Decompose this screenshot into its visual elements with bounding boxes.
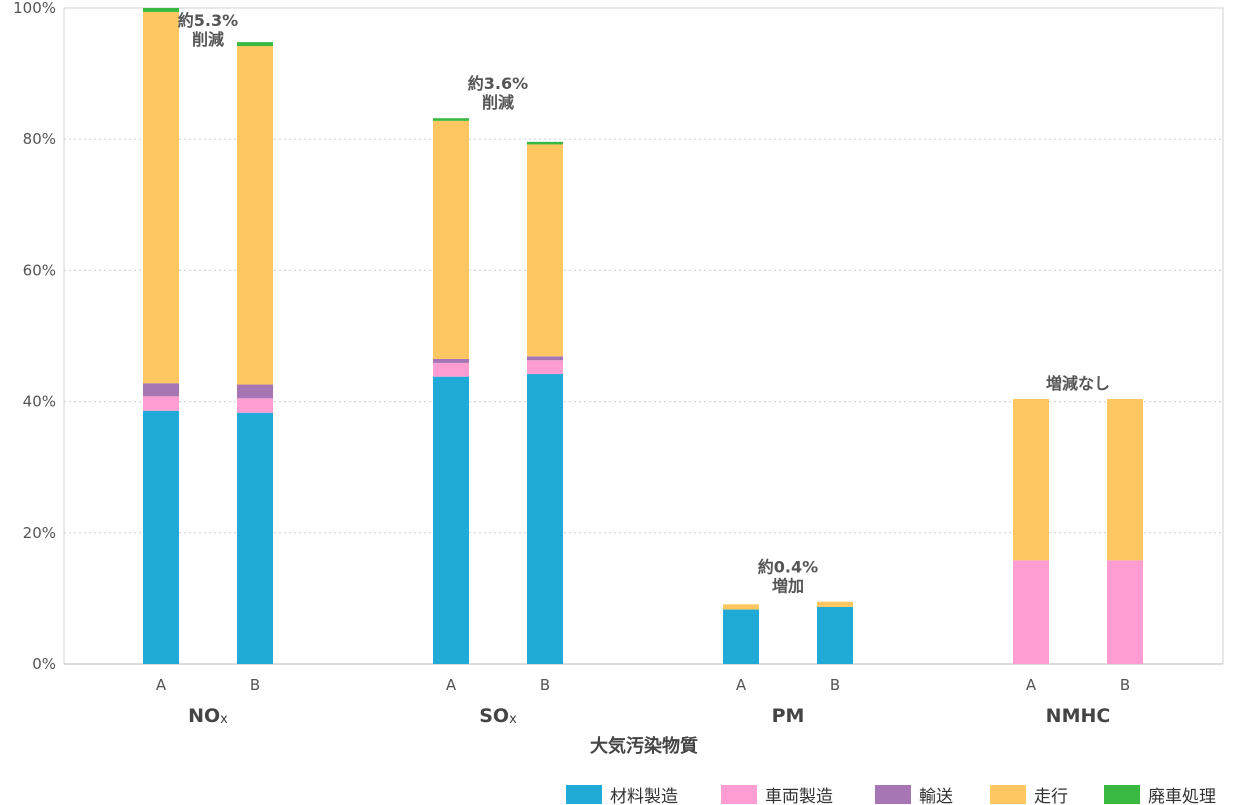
legend-swatch — [566, 785, 602, 804]
y-tick-label: 60% — [23, 261, 56, 279]
group-label: PM — [772, 705, 805, 727]
legend-swatch — [721, 785, 757, 804]
legend-label: 材料製造 — [610, 787, 678, 805]
bars — [143, 8, 1143, 664]
y-tick-label: 0% — [32, 655, 56, 673]
bar-label: B — [830, 676, 840, 694]
bar-segment — [237, 384, 273, 399]
annotation-text: 削減 — [482, 93, 514, 112]
bar-segment — [723, 604, 759, 610]
bar-label: B — [1120, 676, 1130, 694]
legend-label: 車両製造 — [765, 787, 833, 805]
legend-swatch — [875, 785, 911, 804]
annotation-text: 増加 — [772, 577, 804, 596]
bar-segment — [237, 398, 273, 413]
legend-item: 材料製造 — [566, 785, 678, 805]
bar-segment — [237, 412, 273, 664]
bar-segment — [527, 144, 563, 357]
bar-segment — [433, 120, 469, 359]
bar-segment — [1013, 398, 1049, 561]
y-axis-ticks: 0% 20% 40% 60% 80% 100% — [13, 0, 56, 673]
legend-label: 走行 — [1034, 787, 1068, 805]
annotation-text: 約3.6% — [468, 74, 528, 93]
bar-segment — [723, 609, 759, 664]
bar-segment — [143, 11, 179, 384]
group-label: SOx — [479, 705, 517, 727]
bar-segment — [817, 606, 853, 664]
legend-item: 廃車処理 — [1104, 785, 1216, 805]
bar-segment — [143, 8, 179, 12]
bar-segment — [433, 358, 469, 363]
group-labels: NOx SOx PM NMHC — [188, 705, 1110, 727]
legend-item: 輸送 — [875, 785, 953, 805]
bar-label: A — [156, 676, 167, 694]
bar-segment — [527, 360, 563, 375]
legend-item: 車両製造 — [721, 785, 833, 805]
bar-segment — [1107, 560, 1143, 664]
bar-segment — [143, 410, 179, 664]
bar-segment — [433, 362, 469, 377]
y-tick-label: 20% — [23, 524, 56, 542]
legend-swatch — [990, 785, 1026, 804]
bar-segment — [237, 42, 273, 47]
bar-segment — [527, 374, 563, 664]
bar-segment — [143, 396, 179, 411]
annotation-text: 増減なし — [1046, 374, 1110, 393]
y-tick-label: 80% — [23, 130, 56, 148]
group-label: NMHC — [1046, 705, 1111, 727]
bar-segment — [433, 376, 469, 664]
group-label: NOx — [188, 705, 228, 727]
bar-segment — [433, 118, 469, 121]
bar-label: A — [736, 676, 747, 694]
bar-segment — [237, 46, 273, 385]
bar-label: B — [250, 676, 260, 694]
annotation-text: 削減 — [192, 30, 224, 49]
legend-item: 走行 — [990, 785, 1068, 805]
bar-segment — [817, 601, 853, 607]
bar-segment — [143, 383, 179, 397]
bar-label: A — [446, 676, 457, 694]
bar-label: B — [540, 676, 550, 694]
bar-segment — [527, 141, 563, 145]
legend-swatch — [1104, 785, 1140, 804]
bar-segment — [527, 356, 563, 361]
x-axis-title: 大気汚染物質 — [590, 735, 698, 757]
legend-label: 輸送 — [919, 787, 953, 805]
y-tick-label: 40% — [23, 393, 56, 411]
legend-label: 廃車処理 — [1148, 787, 1216, 805]
annotation-text: 約0.4% — [758, 558, 818, 577]
annotation-text: 約5.3% — [178, 11, 238, 30]
y-tick-label: 100% — [13, 0, 56, 17]
legend: 材料製造 車両製造 輸送 走行 廃車処理 — [566, 785, 1216, 805]
bar-label: A — [1026, 676, 1037, 694]
bar-segment — [1107, 398, 1143, 561]
bar-segment — [1013, 560, 1049, 664]
